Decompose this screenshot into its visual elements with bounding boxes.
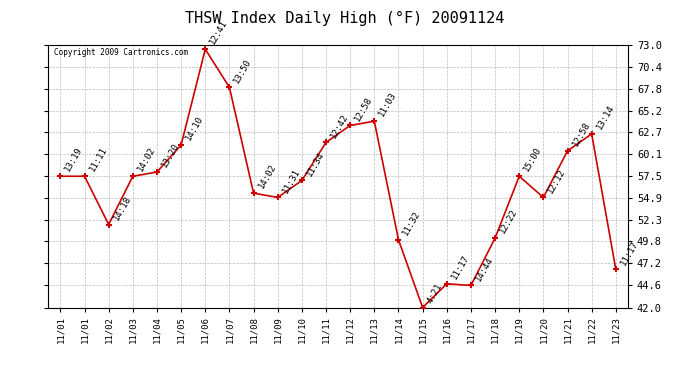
- Text: 11:03: 11:03: [377, 91, 398, 118]
- Text: 4:21: 4:21: [426, 282, 444, 305]
- Text: THSW Index Daily High (°F) 20091124: THSW Index Daily High (°F) 20091124: [186, 11, 504, 26]
- Text: 11:34: 11:34: [305, 150, 326, 178]
- Text: Copyright 2009 Cartronics.com: Copyright 2009 Cartronics.com: [54, 48, 188, 57]
- Text: 13:14: 13:14: [595, 104, 615, 131]
- Text: 14:44: 14:44: [474, 255, 495, 283]
- Text: 12:58: 12:58: [353, 95, 374, 123]
- Text: 12:41: 12:41: [208, 19, 229, 46]
- Text: 11:17: 11:17: [450, 253, 471, 281]
- Text: 11:11: 11:11: [88, 146, 108, 174]
- Text: 12:22: 12:22: [498, 207, 519, 235]
- Text: 14:02: 14:02: [136, 146, 157, 174]
- Text: 13:20: 13:20: [160, 141, 181, 169]
- Text: 13:50: 13:50: [233, 57, 253, 84]
- Text: 14:02: 14:02: [257, 163, 277, 190]
- Text: 14:18: 14:18: [112, 194, 132, 222]
- Text: 13:19: 13:19: [63, 146, 84, 174]
- Text: 12:42: 12:42: [329, 112, 350, 140]
- Text: 11:32: 11:32: [402, 209, 422, 237]
- Text: 14:10: 14:10: [184, 114, 205, 142]
- Text: 11:31: 11:31: [281, 167, 302, 195]
- Text: 12:12: 12:12: [546, 167, 567, 195]
- Text: 15:00: 15:00: [522, 146, 543, 174]
- Text: 11:17: 11:17: [619, 239, 640, 267]
- Text: 12:58: 12:58: [571, 120, 591, 148]
